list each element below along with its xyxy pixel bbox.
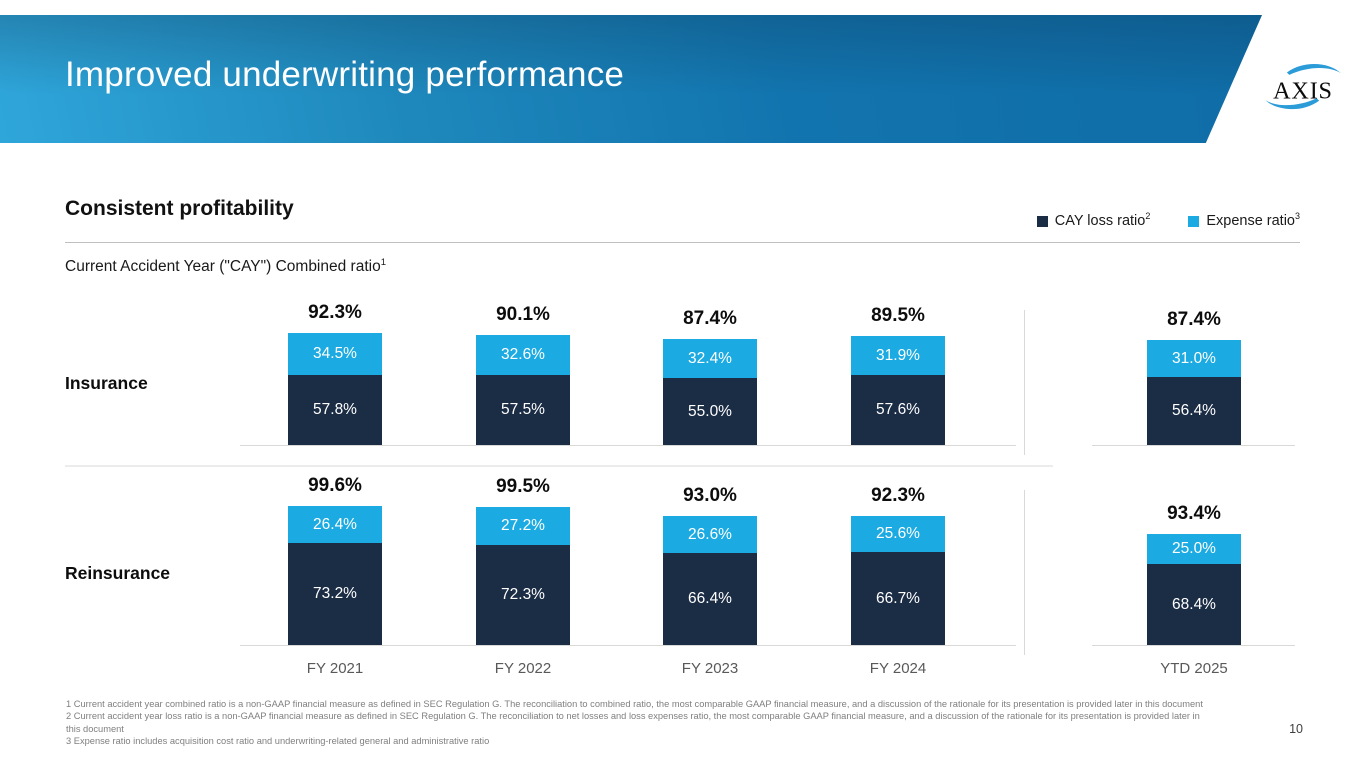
bar-segment-loss: 72.3% — [476, 545, 570, 645]
bar-total-label: 89.5% — [871, 305, 925, 326]
legend-swatch-loss — [1036, 215, 1048, 227]
chart-subtitle: Current Accident Year ("CAY") Combined r… — [65, 256, 387, 275]
bar-segment-expense: 31.9% — [851, 336, 945, 375]
axis-baseline-insurance-fy — [240, 445, 1016, 446]
plot-right-border-reinsurance — [1024, 490, 1025, 655]
bar-segment-expense: 32.4% — [663, 339, 757, 378]
bar-total-label: 99.6% — [308, 475, 362, 496]
legend-label-expense: Expense ratio3 — [1206, 211, 1300, 229]
axis-logo-graphic: AXIS — [1265, 64, 1341, 110]
bar-segment-loss: 73.2% — [288, 543, 382, 645]
bar-segment-expense: 26.4% — [288, 506, 382, 543]
logo-swoosh-top — [1286, 64, 1341, 75]
axis-baseline-reinsurance-fy — [240, 645, 1016, 646]
legend-item-expense: Expense ratio3 — [1188, 211, 1300, 229]
footnote-2-line-2: this document — [66, 723, 124, 734]
axis-baseline-insurance-ytd — [1092, 445, 1295, 446]
axis-logo: AXIS — [1262, 62, 1344, 112]
bar-segment-loss: 66.7% — [851, 552, 945, 645]
bar-segment-loss: 57.6% — [851, 375, 945, 445]
legend-item-loss: CAY loss ratio2 — [1036, 211, 1151, 229]
bar-total-label: 90.1% — [496, 304, 550, 325]
plot-right-border-insurance — [1024, 310, 1025, 455]
bar-segment-expense: 31.0% — [1147, 340, 1241, 377]
bar-segment-loss: 68.4% — [1147, 564, 1241, 645]
bar-segment-loss: 57.8% — [288, 375, 382, 445]
footnote-1: 1 Current accident year combined ratio i… — [66, 699, 1203, 709]
category-label: YTD 2025 — [1160, 659, 1228, 677]
row-label-reinsurance: Reinsurance — [65, 563, 171, 583]
footnote-3: 3 Expense ratio includes acquisition cos… — [66, 736, 490, 747]
bar-total-label: 87.4% — [683, 308, 737, 329]
row-divider — [65, 465, 1053, 467]
axis-baseline-reinsurance-ytd — [1092, 645, 1295, 646]
bar-segment-expense: 25.0% — [1147, 534, 1241, 564]
chart-legend: CAY loss ratio2 Expense ratio3 — [1036, 211, 1300, 229]
row-label-insurance: Insurance — [65, 373, 148, 393]
footnotes: 1 Current accident year combined ratio i… — [66, 698, 1203, 748]
bar-total-label: 92.3% — [871, 485, 925, 506]
category-label: FY 2022 — [494, 659, 552, 677]
bar-segment-expense: 27.2% — [476, 507, 570, 545]
bar-segment-expense: 34.5% — [288, 333, 382, 375]
bar-segment-loss: 55.0% — [663, 378, 757, 445]
bar-total-label: 92.3% — [308, 302, 362, 323]
header-banner — [0, 15, 1262, 143]
page-number: 10 — [1289, 722, 1303, 736]
heading-divider — [65, 242, 1300, 243]
bar-segment-loss: 66.4% — [663, 553, 757, 645]
category-label: FY 2023 — [681, 659, 739, 677]
logo-text: AXIS — [1273, 77, 1333, 104]
legend-swatch-expense — [1188, 215, 1200, 227]
legend-label-loss: CAY loss ratio2 — [1054, 211, 1151, 229]
logo-swoosh-bottom — [1265, 98, 1320, 110]
section-heading: Consistent profitability — [65, 197, 294, 220]
bar-segment-loss: 56.4% — [1147, 377, 1241, 445]
bar-segment-expense: 26.6% — [663, 516, 757, 553]
footnote-2-line-1: 2 Current accident year loss ratio is a … — [66, 711, 1200, 722]
bar-total-label: 87.4% — [1167, 309, 1221, 330]
bar-total-label: 93.0% — [683, 485, 737, 506]
category-label: FY 2021 — [306, 659, 364, 677]
slide-title: Improved underwriting performance — [65, 55, 625, 94]
bar-segment-expense: 25.6% — [851, 516, 945, 552]
category-label: FY 2024 — [869, 659, 927, 677]
bar-segment-expense: 32.6% — [476, 335, 570, 375]
bar-segment-loss: 57.5% — [476, 375, 570, 445]
bar-total-label: 93.4% — [1167, 503, 1221, 524]
bar-total-label: 99.5% — [496, 476, 550, 497]
